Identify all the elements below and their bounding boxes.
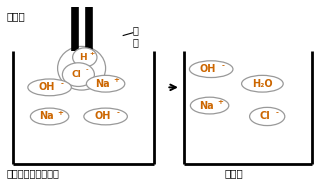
Text: （丙）: （丙） [224,168,243,178]
Text: H: H [79,53,87,62]
Text: -: - [222,63,225,69]
Text: Cl: Cl [71,70,81,79]
Text: Na: Na [39,112,54,121]
Ellipse shape [28,79,71,96]
Text: +: + [217,99,223,105]
Text: -: - [86,67,89,72]
Text: 盐
酸: 盐 酸 [133,26,139,47]
Ellipse shape [30,108,69,125]
Text: （甲）: （甲） [6,11,25,21]
Text: OH: OH [94,112,110,121]
Ellipse shape [250,107,285,126]
Ellipse shape [86,75,125,92]
Ellipse shape [73,48,97,67]
Ellipse shape [190,97,229,114]
Text: -: - [276,110,278,116]
Ellipse shape [62,63,94,86]
Text: Na: Na [199,101,214,110]
Text: H₂O: H₂O [252,79,273,89]
Text: -: - [60,81,63,87]
Text: +: + [57,110,63,116]
Ellipse shape [84,108,127,125]
Text: Na: Na [95,79,110,89]
Text: OH: OH [38,82,54,92]
Text: +: + [113,77,119,83]
Text: +: + [89,51,94,56]
Ellipse shape [189,61,233,78]
Text: OH: OH [200,64,216,74]
Ellipse shape [242,75,283,92]
Text: Cl: Cl [259,112,270,121]
Text: （乙）氢氧化钓溶液: （乙）氢氧化钓溶液 [6,168,59,178]
Text: -: - [116,110,119,116]
